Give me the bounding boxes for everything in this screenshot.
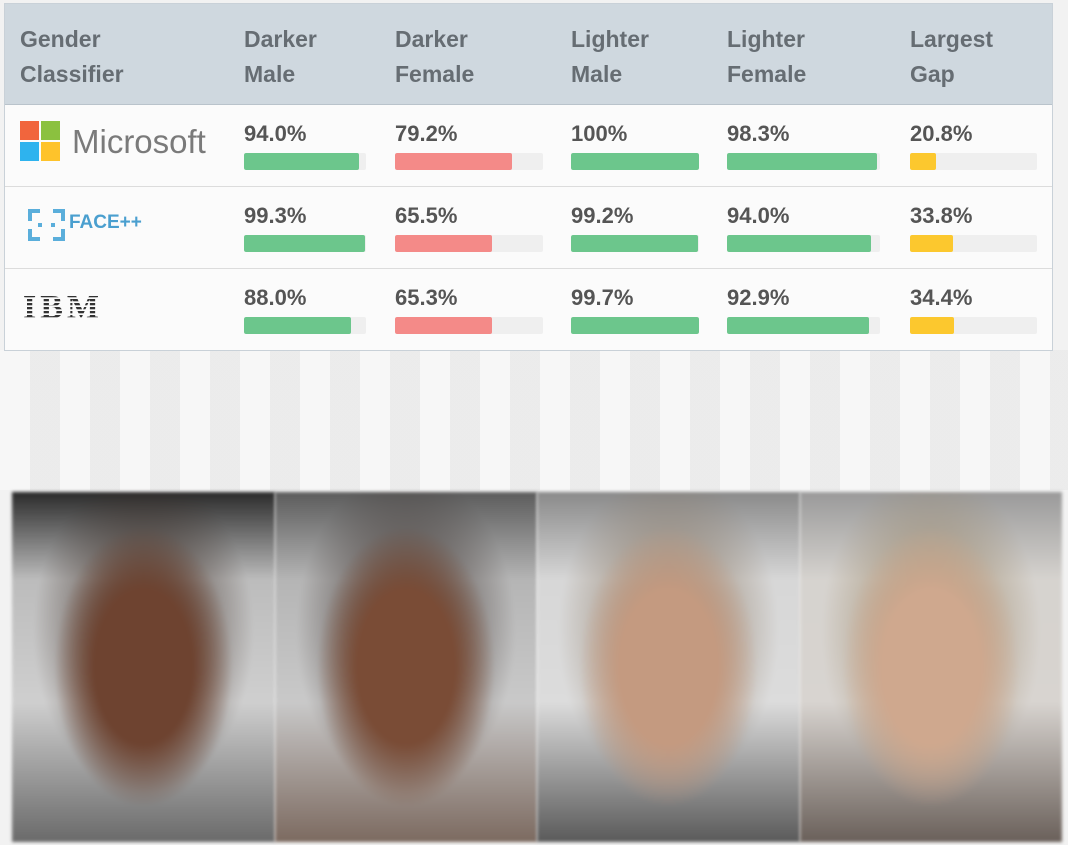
value-cell: 33.8%: [910, 203, 1037, 252]
value-label: 92.9%: [727, 285, 790, 310]
value-cell: 88.0%: [244, 285, 366, 334]
value-label: 34.4%: [910, 285, 973, 310]
bar-track: [244, 153, 366, 170]
ibm-logo: IBM: [23, 289, 99, 326]
value-cell: 20.8%: [910, 121, 1037, 170]
column-header-line: Male: [571, 61, 623, 87]
classifier-logo: Microsoft: [20, 119, 220, 168]
value-cell: 99.7%: [571, 285, 699, 334]
bar-fill: [244, 317, 352, 334]
average-face-lighter-male: [537, 492, 800, 842]
value-cell: 65.5%: [395, 203, 543, 252]
bar-fill: [727, 235, 871, 252]
accuracy-table: Gender Classifier Darker Male Darker Female Li…: [4, 3, 1053, 351]
bar-track: [395, 153, 543, 170]
faceplusplus-mark-icon: [28, 209, 65, 241]
bar-track: [727, 153, 880, 170]
value-cell: 100%: [571, 121, 699, 170]
faceplusplus-logo: FACE++: [20, 201, 142, 245]
column-header: Darker Female: [395, 22, 474, 92]
column-header: Lighter Male: [571, 22, 649, 92]
average-face-darker-male: [12, 492, 275, 842]
column-header-line: Largest: [910, 26, 994, 52]
column-header-line: Lighter: [571, 26, 649, 52]
column-header-line: Gender: [20, 26, 101, 52]
value-label: 33.8%: [910, 203, 973, 228]
table-row: Microsoft 94.0% 79.2% 100% 98.3% 20.8%: [5, 105, 1052, 187]
bar-track: [910, 235, 1037, 252]
bar-fill: [244, 235, 366, 252]
column-header: Darker Male: [244, 22, 317, 92]
value-label: 99.7%: [571, 285, 634, 310]
value-label: 79.2%: [395, 121, 458, 146]
bar-track: [571, 153, 699, 170]
svg-text:Microsoft: Microsoft: [72, 123, 206, 160]
bar-track: [910, 317, 1037, 334]
value-label: 65.3%: [395, 285, 458, 310]
bar-fill: [910, 317, 954, 334]
column-header-line: Darker: [244, 26, 317, 52]
value-label: 20.8%: [910, 121, 973, 146]
bar-track: [571, 317, 699, 334]
bar-track: [910, 153, 1037, 170]
bar-fill: [571, 153, 699, 170]
bar-track: [727, 235, 880, 252]
bar-fill: [571, 317, 699, 334]
bar-track: [244, 235, 366, 252]
table-row: FACE++ 99.3% 65.5% 99.2% 94.0% 33.8%: [5, 187, 1052, 269]
column-header-line: Darker: [395, 26, 468, 52]
table-header: Gender Classifier Darker Male Darker Female Li…: [5, 4, 1052, 105]
bar-fill: [395, 153, 513, 170]
bar-fill: [395, 317, 492, 334]
column-header-line: Female: [395, 61, 475, 87]
table-row: IBM 88.0% 65.3% 99.7% 92.9% 34.4%: [5, 269, 1052, 350]
bar-fill: [910, 235, 953, 252]
value-cell: 79.2%: [395, 121, 543, 170]
bar-track: [727, 317, 880, 334]
value-cell: 94.0%: [727, 203, 880, 252]
value-cell: 98.3%: [727, 121, 880, 170]
value-label: 94.0%: [727, 203, 790, 228]
value-label: 65.5%: [395, 203, 458, 228]
svg-text:IBM: IBM: [23, 289, 99, 326]
column-header: Gender Classifier: [20, 22, 124, 92]
column-header-line: Female: [727, 61, 807, 87]
classifier-logo: FACE++: [20, 201, 142, 245]
value-cell: 99.3%: [244, 203, 366, 252]
value-cell: 65.3%: [395, 285, 543, 334]
value-label: 99.2%: [571, 203, 634, 228]
value-label: 99.3%: [244, 203, 307, 228]
value-cell: 99.2%: [571, 203, 699, 252]
bar-track: [244, 317, 366, 334]
average-face-lighter-female: [799, 492, 1062, 842]
bar-track: [395, 235, 543, 252]
column-header-line: Gap: [910, 61, 955, 87]
average-face-darker-female: [274, 492, 537, 842]
value-cell: 94.0%: [244, 121, 366, 170]
bar-fill: [727, 317, 870, 334]
value-cell: 92.9%: [727, 285, 880, 334]
column-header: Lighter Female: [727, 22, 806, 92]
value-label: 88.0%: [244, 285, 307, 310]
bar-fill: [244, 153, 359, 170]
faceplusplus-label: FACE++: [69, 212, 142, 233]
bar-track: [395, 317, 543, 334]
bar-fill: [395, 235, 492, 252]
average-faces: [12, 492, 1062, 842]
value-label: 98.3%: [727, 121, 790, 146]
bar-fill: [910, 153, 937, 170]
value-cell: 34.4%: [910, 285, 1037, 334]
column-header: Largest Gap: [910, 22, 993, 92]
bar-fill: [571, 235, 698, 252]
microsoft-logo: Microsoft: [20, 121, 206, 161]
column-header-line: Male: [244, 61, 296, 87]
value-label: 100%: [571, 121, 628, 146]
column-header-line: Classifier: [20, 61, 124, 87]
background-pattern: [0, 350, 1068, 490]
value-label: 94.0%: [244, 121, 307, 146]
bar-track: [571, 235, 699, 252]
bar-fill: [727, 153, 878, 170]
column-header-line: Lighter: [727, 26, 805, 52]
classifier-logo: IBM: [20, 283, 110, 332]
